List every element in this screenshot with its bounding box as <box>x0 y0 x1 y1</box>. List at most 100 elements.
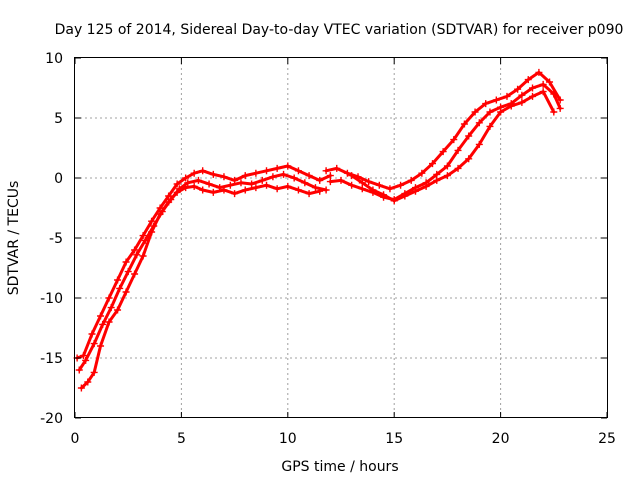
data-point <box>411 187 419 195</box>
data-point <box>375 181 383 189</box>
series-line <box>324 70 562 191</box>
data-point <box>539 80 547 88</box>
data-point <box>322 186 330 194</box>
x-tick-label: 5 <box>177 431 186 447</box>
y-axis-label: SDTVAR / TECUs <box>6 181 22 296</box>
data-point <box>122 258 130 266</box>
data-point <box>252 184 260 192</box>
data-point <box>114 306 122 314</box>
data-point <box>326 178 334 186</box>
data-point <box>105 294 113 302</box>
data-point <box>486 108 494 116</box>
data-point <box>422 182 430 190</box>
data-point <box>237 179 245 187</box>
data-point <box>165 198 173 206</box>
data-point <box>365 178 373 186</box>
y-tick-label: -10 <box>40 291 63 307</box>
data-point <box>209 170 217 178</box>
data-point <box>107 304 115 312</box>
data-point <box>77 384 85 392</box>
data-point <box>156 204 164 212</box>
y-tick-label: 10 <box>45 51 63 67</box>
data-series <box>73 68 564 392</box>
y-tick-label: -5 <box>49 231 63 247</box>
data-point <box>173 180 181 188</box>
data-point <box>88 330 96 338</box>
data-point <box>165 192 173 200</box>
data-point <box>84 378 92 386</box>
data-point <box>173 188 181 196</box>
data-point <box>518 91 526 99</box>
data-point <box>82 356 90 364</box>
data-point <box>443 162 451 170</box>
data-point <box>482 100 490 108</box>
data-point <box>184 179 192 187</box>
data-point <box>524 76 532 84</box>
data-point <box>507 102 515 110</box>
data-point <box>114 276 122 284</box>
data-point <box>148 217 156 225</box>
data-point <box>182 174 190 182</box>
data-point <box>380 191 388 199</box>
data-point <box>503 92 511 100</box>
data-point <box>397 181 405 189</box>
data-point <box>305 190 313 198</box>
x-tick-label: 20 <box>492 431 510 447</box>
data-point <box>497 108 505 116</box>
data-point <box>90 340 98 348</box>
data-point <box>258 176 266 184</box>
data-point <box>348 181 356 189</box>
data-point <box>133 251 141 259</box>
x-tick-label: 25 <box>598 431 616 447</box>
data-point <box>194 176 202 184</box>
data-point <box>99 320 107 328</box>
data-point <box>316 176 324 184</box>
data-point <box>182 184 190 192</box>
data-point <box>471 108 479 116</box>
data-point <box>529 92 537 100</box>
data-point <box>280 170 288 178</box>
data-point <box>369 186 377 194</box>
data-point <box>358 185 366 193</box>
data-point <box>131 270 139 278</box>
data-point <box>450 136 458 144</box>
data-point <box>263 167 271 175</box>
data-point <box>209 188 217 196</box>
data-point <box>429 160 437 168</box>
data-point <box>433 170 441 178</box>
data-point <box>337 176 345 184</box>
data-point <box>80 352 88 360</box>
data-point <box>199 167 207 175</box>
data-point <box>148 228 156 236</box>
data-point <box>116 284 124 292</box>
data-point <box>263 181 271 189</box>
data-point <box>294 167 302 175</box>
axis-ticks: 0 5 10 15 20 25 -20 -15 -10 -5 0 5 10 <box>40 51 616 447</box>
data-point <box>343 169 351 177</box>
data-point <box>333 164 341 172</box>
data-point <box>546 78 554 86</box>
series-line <box>77 172 328 372</box>
x-tick-label: 10 <box>279 431 297 447</box>
data-point <box>326 172 334 180</box>
data-point <box>269 173 277 181</box>
data-point <box>305 172 313 180</box>
data-point <box>348 172 356 180</box>
data-point <box>486 122 494 130</box>
data-point <box>407 176 415 184</box>
data-point <box>90 368 98 376</box>
series-arc6 <box>348 88 558 205</box>
y-tick-label: 0 <box>54 171 63 187</box>
data-point <box>156 210 164 218</box>
data-point <box>220 173 228 181</box>
data-point <box>190 182 198 190</box>
data-point <box>535 68 543 76</box>
data-point <box>529 84 537 92</box>
data-point <box>231 190 239 198</box>
y-tick-label: -20 <box>40 411 63 427</box>
data-point <box>390 197 398 205</box>
data-point <box>454 146 462 154</box>
data-point <box>550 90 558 98</box>
data-point <box>205 180 213 188</box>
x-tick-label: 0 <box>71 431 80 447</box>
